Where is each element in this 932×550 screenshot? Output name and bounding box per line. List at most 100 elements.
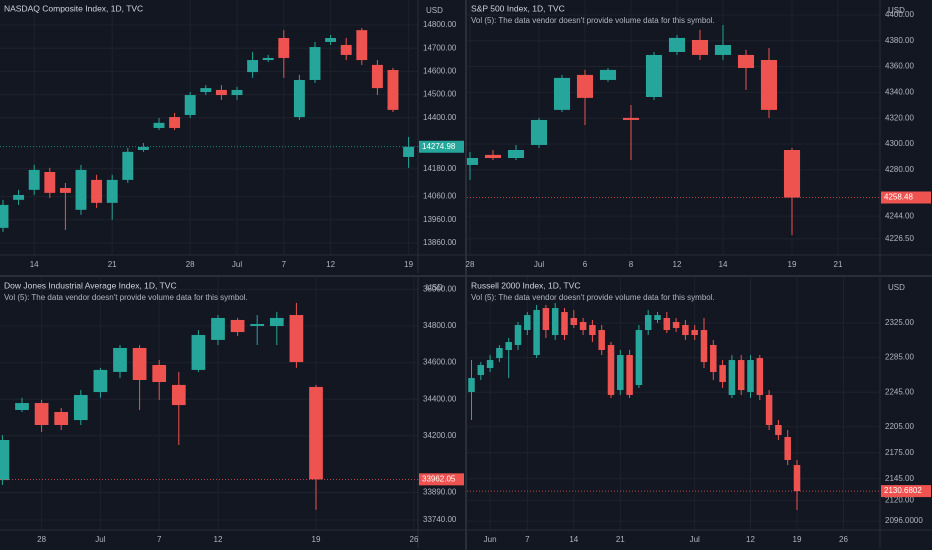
x-tick-label: 12 <box>214 535 223 544</box>
x-tick-label: 19 <box>788 260 797 269</box>
candle-body <box>617 355 624 391</box>
x-tick-label: Jul <box>690 535 700 544</box>
candle-body <box>765 394 773 425</box>
candle-body <box>496 348 503 359</box>
candle-body <box>44 172 56 193</box>
x-tick-label: 12 <box>673 260 682 269</box>
x-tick-label: Jul <box>232 260 242 269</box>
chart-title: Russell 2000 Index, 1D, TVC <box>471 280 580 290</box>
candle-body <box>477 365 485 375</box>
candle-body <box>289 315 304 363</box>
x-tick-label: 6 <box>583 260 588 269</box>
y-tick-label: 13860.00 <box>423 238 457 247</box>
candle-body <box>153 122 165 128</box>
last-price-label: 2130.6802 <box>884 486 922 495</box>
x-tick-label: 28 <box>186 260 195 269</box>
y-tick-label: 2245.00 <box>885 387 914 396</box>
candle-body <box>152 364 167 382</box>
y-tick-label: 34200.00 <box>423 431 457 440</box>
chart-title: Dow Jones Industrial Average Index, 1D, … <box>4 280 177 290</box>
last-price-label: 33962.05 <box>422 474 456 483</box>
y-tick-label: 2145.00 <box>885 474 914 483</box>
y-tick-label: 4380.00 <box>885 36 914 45</box>
candle-body <box>672 321 680 329</box>
last-price-label: 4258.48 <box>884 193 913 202</box>
x-tick-label: 28 <box>466 260 475 269</box>
candle-body <box>710 344 717 372</box>
candle-body <box>783 150 801 198</box>
y-tick-label: 4226.50 <box>885 234 914 243</box>
candle-body <box>371 64 383 89</box>
candle-body <box>530 119 548 145</box>
candle-body <box>598 330 605 351</box>
candle-body <box>91 179 103 203</box>
currency-label: USD <box>888 283 905 292</box>
y-tick-label: 2205.00 <box>885 422 914 431</box>
y-tick-label: 14500.00 <box>423 90 457 99</box>
candle-body <box>747 360 754 393</box>
candle-body <box>468 378 475 393</box>
candle-body <box>507 150 525 159</box>
x-tick-label: 12 <box>326 260 335 269</box>
candle-body <box>533 310 540 356</box>
y-tick-label: 14060.00 <box>423 192 457 201</box>
candle-body <box>505 342 512 351</box>
pane <box>0 277 418 530</box>
y-tick-label: 14400.00 <box>423 113 457 122</box>
candle-body <box>269 317 284 327</box>
candle-body <box>54 412 69 426</box>
y-tick-label: 14180.00 <box>423 164 457 173</box>
candle-body <box>122 151 134 180</box>
x-tick-label: Jul <box>95 535 105 544</box>
candle-body <box>484 154 502 159</box>
candle-body <box>561 312 568 336</box>
candle-body <box>247 60 259 73</box>
candle-body <box>663 317 671 331</box>
y-tick-label: 4400.00 <box>885 10 914 19</box>
candle-body <box>784 437 791 461</box>
chart-title: S&P 500 Index, 1D, TVC <box>471 3 565 13</box>
candle-body <box>211 317 225 340</box>
candle-body <box>230 319 245 333</box>
candle-body <box>576 74 594 98</box>
y-tick-label: 2120.00 <box>885 495 914 504</box>
x-tick-label: 14 <box>30 260 39 269</box>
candle-body <box>340 44 352 55</box>
candle-body <box>728 360 736 395</box>
candle-body <box>169 117 181 128</box>
candle-body <box>607 344 615 395</box>
y-tick-label: 2285.00 <box>885 353 914 362</box>
pane <box>0 0 418 255</box>
candle-body <box>278 38 290 58</box>
y-tick-label: 34800.00 <box>423 321 457 330</box>
candle-body <box>737 360 745 391</box>
candle-body <box>0 204 9 228</box>
candle-body <box>691 330 698 336</box>
x-tick-label: 21 <box>108 260 117 269</box>
candle-body <box>15 403 29 410</box>
x-tick-label: 12 <box>746 535 755 544</box>
y-tick-label: 2175.00 <box>885 448 914 457</box>
candle-body <box>553 77 571 110</box>
y-tick-label: 34600.00 <box>423 358 457 367</box>
candle-body <box>760 59 778 110</box>
currency-label: USD <box>426 283 443 292</box>
candle-body <box>691 39 709 55</box>
candle-body <box>387 70 399 110</box>
x-tick-label: 26 <box>839 535 848 544</box>
candle-body <box>73 394 88 421</box>
x-tick-label: 8 <box>629 260 634 269</box>
y-tick-label: 4280.00 <box>885 165 914 174</box>
candle-body <box>793 465 801 492</box>
candle-body <box>309 386 323 480</box>
candle-body <box>171 384 186 406</box>
last-price-box <box>419 140 464 153</box>
candle-body <box>682 325 689 336</box>
y-tick-label: 4320.00 <box>885 113 914 122</box>
y-tick-label: 2096.0000 <box>885 516 923 525</box>
y-tick-label: 4340.00 <box>885 87 914 96</box>
candle-body <box>356 30 368 61</box>
candle-body <box>626 355 633 395</box>
chart-subtitle: Vol (5): The data vendor doesn't provide… <box>471 16 715 25</box>
